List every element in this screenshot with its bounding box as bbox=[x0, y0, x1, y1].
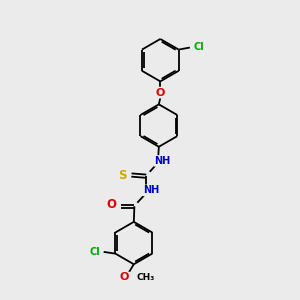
Text: O: O bbox=[156, 88, 165, 98]
Text: CH₃: CH₃ bbox=[136, 273, 155, 282]
Text: Cl: Cl bbox=[89, 247, 100, 257]
Text: NH: NH bbox=[143, 185, 159, 195]
Text: S: S bbox=[118, 169, 127, 182]
Text: NH: NH bbox=[154, 156, 171, 166]
Text: Cl: Cl bbox=[193, 42, 204, 52]
Text: O: O bbox=[106, 198, 116, 211]
Text: O: O bbox=[120, 272, 129, 283]
